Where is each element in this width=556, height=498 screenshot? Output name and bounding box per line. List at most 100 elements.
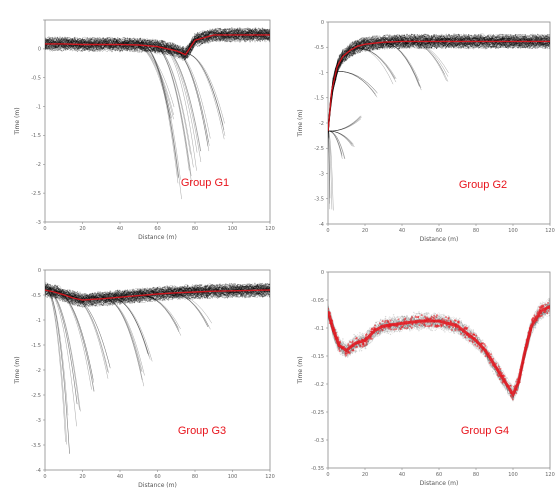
trace-point xyxy=(194,38,196,40)
trace-point xyxy=(235,286,237,289)
trace-point xyxy=(221,36,224,38)
trace-point xyxy=(192,46,194,48)
trace-point xyxy=(544,314,546,316)
trace-point xyxy=(463,324,465,326)
trace-point xyxy=(385,37,387,39)
trace-point xyxy=(357,50,359,52)
trace-point xyxy=(112,299,114,301)
trace-point xyxy=(389,37,391,39)
trace-line xyxy=(45,31,270,56)
trace-point xyxy=(118,42,120,45)
trace-point xyxy=(114,295,116,297)
trace-line xyxy=(45,285,270,302)
trace-point xyxy=(354,53,356,55)
trace-point xyxy=(255,32,258,34)
trace-line xyxy=(45,30,270,57)
trace-point xyxy=(431,329,433,332)
y-tick-label: -3.5 xyxy=(31,443,41,449)
mean-point xyxy=(459,333,462,335)
trough-trace xyxy=(53,291,95,392)
trace-point xyxy=(182,48,184,50)
trace-point xyxy=(498,364,500,366)
trace-point xyxy=(379,37,382,39)
trace-point xyxy=(348,56,351,59)
trace-point xyxy=(454,42,456,44)
trace-line xyxy=(328,41,550,139)
trace-point xyxy=(528,38,530,40)
trace-point xyxy=(92,296,95,298)
trace-point xyxy=(426,42,428,44)
trace-point xyxy=(405,43,407,45)
trace-point xyxy=(48,288,50,291)
trace-point xyxy=(250,29,252,32)
trace-point xyxy=(59,41,61,44)
trace-point xyxy=(430,37,433,39)
mean-point xyxy=(359,345,362,348)
trace-point xyxy=(510,36,512,39)
trace-point xyxy=(96,39,98,42)
trace-point xyxy=(138,50,140,52)
trace-point xyxy=(468,325,470,327)
trace-point xyxy=(354,52,356,54)
trace-point xyxy=(99,41,101,43)
trace-point xyxy=(418,311,420,313)
trace-point xyxy=(64,48,67,51)
trace-point xyxy=(205,294,208,296)
trace-point xyxy=(99,46,102,48)
trace-point xyxy=(392,42,394,45)
trace-point xyxy=(228,40,231,42)
trace-line xyxy=(45,29,270,55)
trace-point xyxy=(512,36,515,39)
trace-point xyxy=(196,33,199,36)
trace-point xyxy=(149,40,151,43)
mean-point xyxy=(428,325,431,328)
trace-point xyxy=(98,41,100,43)
trace-point xyxy=(109,46,111,49)
trace-point xyxy=(474,42,476,44)
trace-point xyxy=(114,49,117,52)
trace-point xyxy=(426,46,428,49)
trace-point xyxy=(162,296,165,299)
trace-line xyxy=(328,40,550,136)
trace-point xyxy=(205,33,207,36)
trace-point xyxy=(145,289,148,291)
trace-point xyxy=(167,290,170,292)
mean-point xyxy=(511,398,514,401)
trace-point xyxy=(237,291,240,294)
x-tick-label: 20 xyxy=(362,228,368,234)
trace-point xyxy=(134,298,136,301)
trace-line xyxy=(45,28,270,53)
trace-point xyxy=(363,40,365,42)
trace-point xyxy=(355,350,357,352)
trace-point xyxy=(167,52,170,54)
trace-point xyxy=(433,327,435,329)
trace-point xyxy=(263,290,265,292)
trace-point xyxy=(491,37,493,40)
trace-point xyxy=(398,320,401,323)
trace-point xyxy=(465,324,467,327)
trace-point xyxy=(532,46,535,48)
trace-point xyxy=(353,333,355,336)
y-tick-label: -3.5 xyxy=(314,197,324,203)
mean-point xyxy=(384,319,387,322)
trace-line xyxy=(45,28,270,52)
trace-point xyxy=(136,49,139,51)
trace-point xyxy=(155,287,157,289)
trace-point xyxy=(139,293,141,295)
trace-point xyxy=(114,294,116,296)
trace-line xyxy=(45,29,270,53)
trough-trace xyxy=(169,49,209,147)
mean-point xyxy=(497,365,500,368)
trace-point xyxy=(354,351,357,354)
trace-point xyxy=(544,47,547,49)
mean-point xyxy=(433,314,436,317)
trace-point xyxy=(109,41,111,43)
trace-point xyxy=(227,35,230,37)
trace-line xyxy=(45,291,270,307)
mean-point xyxy=(547,302,549,304)
trace-point xyxy=(149,298,151,301)
trace-point xyxy=(419,313,421,315)
mean-point xyxy=(427,325,429,328)
trace-line xyxy=(328,38,550,135)
trough-trace xyxy=(328,130,354,145)
